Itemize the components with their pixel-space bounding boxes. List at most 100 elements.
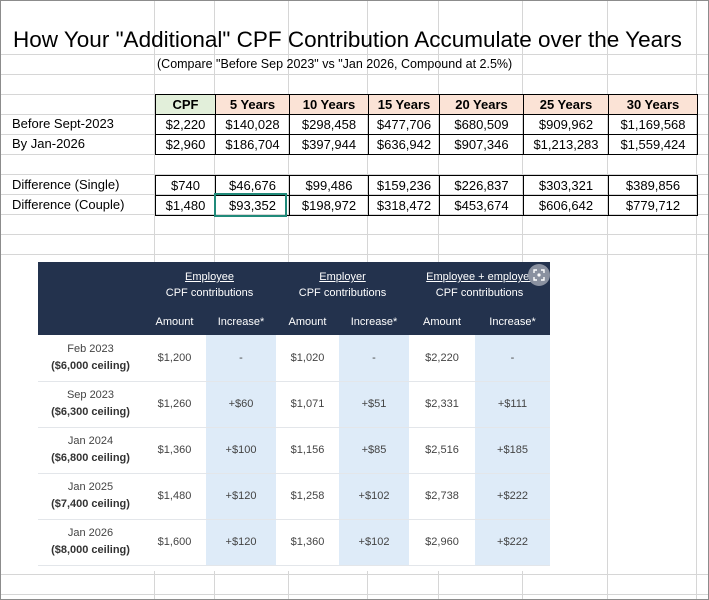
- cell: $1,480: [143, 473, 206, 520]
- gridline: [1, 574, 708, 575]
- col-increase: Increase*: [350, 315, 398, 328]
- cell: $1,156: [276, 427, 339, 474]
- header-row: CPF 5 Years 10 Years 15 Years 20 Years 2…: [155, 94, 698, 115]
- row-ceiling: ($8,000 ceiling): [51, 544, 130, 556]
- cell: $2,738: [409, 473, 475, 520]
- group-title: Employee + employer: [426, 271, 533, 283]
- row-date: Jan 2026: [67, 527, 114, 539]
- group-employee-employer: Employee + employer CPF contributions: [409, 262, 550, 308]
- cell[interactable]: $298,458: [289, 114, 369, 135]
- sheet-title[interactable]: How Your "Additional" CPF Contribution A…: [13, 27, 682, 52]
- row-label: Jan 2025 ($7,400 ceiling): [38, 473, 143, 520]
- cell: $2,516: [409, 427, 475, 474]
- cell[interactable]: $318,472: [368, 195, 440, 216]
- gridline: [1, 594, 708, 595]
- row-ceiling: ($6,300 ceiling): [51, 406, 130, 418]
- cell: $1,360: [143, 427, 206, 474]
- table-row: Feb 2023 ($6,000 ceiling) $1,200 - $1,020…: [38, 335, 550, 382]
- expand-icon[interactable]: [528, 264, 550, 286]
- cell[interactable]: $389,856: [608, 175, 698, 196]
- gridline: [1, 74, 708, 75]
- cell[interactable]: $186,704: [215, 134, 290, 155]
- header-cell-30-years[interactable]: 30 Years: [608, 94, 698, 115]
- cell: $1,020: [276, 335, 339, 382]
- cell: +$185: [475, 427, 550, 474]
- header-cell-20-years[interactable]: 20 Years: [439, 94, 524, 115]
- cell: +$102: [339, 473, 409, 520]
- row-label-by-jan-2026[interactable]: By Jan-2026: [12, 136, 85, 151]
- header-cell-cpf[interactable]: CPF: [155, 94, 216, 115]
- sheet-subtitle[interactable]: (Compare "Before Sep 2023" vs "Jan 2026,…: [157, 57, 513, 71]
- group-title: Employer: [319, 271, 366, 283]
- cell[interactable]: $636,942: [368, 134, 440, 155]
- cell[interactable]: $2,220: [155, 114, 216, 135]
- row-date: Jan 2025: [67, 481, 114, 493]
- cell[interactable]: $99,486: [289, 175, 369, 196]
- group-header-row: Employee CPF contributions Employer CPF …: [38, 262, 550, 308]
- cell: $1,200: [143, 335, 206, 382]
- cell[interactable]: $397,944: [289, 134, 369, 155]
- cell[interactable]: $477,706: [368, 114, 440, 135]
- cell[interactable]: $198,972: [289, 195, 369, 216]
- cell[interactable]: $606,642: [523, 195, 609, 216]
- cell[interactable]: $303,321: [523, 175, 609, 196]
- group-employee: Employee CPF contributions: [143, 262, 276, 308]
- cell[interactable]: $140,028: [215, 114, 290, 135]
- group-subtitle: CPF contributions: [165, 287, 254, 299]
- gridline: [696, 1, 697, 599]
- selected-cell[interactable]: $93,352: [215, 195, 290, 216]
- gridline: [1, 154, 708, 155]
- header-cell-5-years[interactable]: 5 Years: [215, 94, 290, 115]
- gridline: [1, 254, 708, 255]
- cell: +$60: [206, 381, 276, 428]
- cell: +$102: [339, 519, 409, 566]
- row-label-difference-couple[interactable]: Difference (Couple): [12, 197, 125, 212]
- cell[interactable]: $1,213,283: [523, 134, 609, 155]
- cell[interactable]: $680,509: [439, 114, 524, 135]
- cell: +$120: [206, 519, 276, 566]
- table-row: $740 $46,676 $99,486 $159,236 $226,837 $…: [155, 175, 698, 196]
- col-amount: Amount: [155, 315, 194, 328]
- cell[interactable]: $226,837: [439, 175, 524, 196]
- cell: +$222: [475, 473, 550, 520]
- sub-header-row: Amount Increase* Amount Increase* Amount…: [38, 308, 550, 335]
- cpf-contributions-image[interactable]: Employee CPF contributions Employer CPF …: [38, 262, 550, 571]
- cell: -: [339, 335, 409, 382]
- cell: $1,071: [276, 381, 339, 428]
- row-ceiling: ($6,800 ceiling): [51, 452, 130, 464]
- corner-cell: [38, 308, 143, 335]
- header-cell-25-years[interactable]: 25 Years: [523, 94, 609, 115]
- row-label-difference-single[interactable]: Difference (Single): [12, 177, 120, 192]
- row-ceiling: ($6,000 ceiling): [51, 359, 130, 372]
- corner-cell: [38, 262, 143, 308]
- cell[interactable]: $740: [155, 175, 216, 196]
- cell[interactable]: $2,960: [155, 134, 216, 155]
- table-row: $1,480 $93,352 $198,972 $318,472 $453,67…: [155, 195, 698, 216]
- col-increase: Increase*: [489, 315, 536, 328]
- cell: $1,360: [276, 519, 339, 566]
- gridline: [607, 1, 608, 599]
- difference-table: $740 $46,676 $99,486 $159,236 $226,837 $…: [155, 175, 698, 216]
- row-label: Jan 2026 ($8,000 ceiling): [38, 519, 143, 566]
- row-date: Feb 2023: [67, 342, 114, 355]
- row-label: Sep 2023 ($6,300 ceiling): [38, 381, 143, 428]
- cell[interactable]: $1,480: [155, 195, 216, 216]
- cell[interactable]: $909,962: [523, 114, 609, 135]
- header-cell-10-years[interactable]: 10 Years: [289, 94, 369, 115]
- group-title: Employee: [185, 271, 234, 283]
- table-row: Jan 2025 ($7,400 ceiling) $1,480 +$120 $1…: [38, 473, 550, 520]
- table-row: $2,220 $140,028 $298,458 $477,706 $680,5…: [155, 114, 698, 135]
- header-cell-15-years[interactable]: 15 Years: [368, 94, 440, 115]
- row-label-before-sept-2023[interactable]: Before Sept-2023: [12, 116, 114, 131]
- cell[interactable]: $1,169,568: [608, 114, 698, 135]
- table-row: Sep 2023 ($6,300 ceiling) $1,260 +$60 $1,…: [38, 381, 550, 428]
- cell[interactable]: $907,346: [439, 134, 524, 155]
- cell[interactable]: $1,559,424: [608, 134, 698, 155]
- row-date: Sep 2023: [66, 389, 115, 401]
- table-row: Jan 2024 ($6,800 ceiling) $1,360 +$100 $1…: [38, 427, 550, 474]
- cell[interactable]: $159,236: [368, 175, 440, 196]
- cell[interactable]: $453,674: [439, 195, 524, 216]
- cell[interactable]: $779,712: [608, 195, 698, 216]
- gridline: [1, 54, 708, 55]
